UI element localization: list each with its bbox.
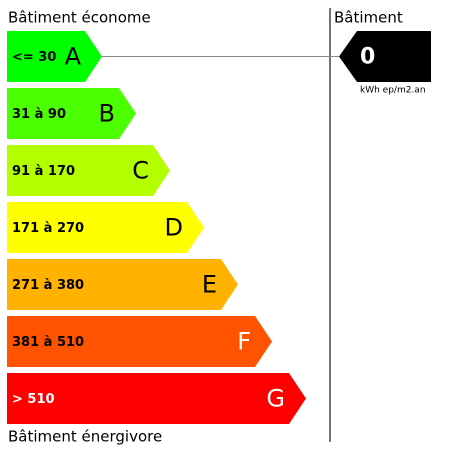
band-range: 271 à 380 — [12, 278, 84, 293]
band-arrow — [7, 202, 204, 253]
band-letter: E — [202, 271, 217, 299]
band-arrow — [7, 88, 136, 139]
band-letter: C — [132, 157, 149, 185]
band-letter: F — [237, 328, 251, 356]
building-value: 0 — [360, 45, 375, 70]
band-letter: B — [99, 100, 115, 128]
right-title: Bâtiment — [334, 9, 403, 27]
band-arrow — [7, 31, 102, 82]
band-range: 91 à 170 — [12, 164, 75, 179]
band-range: <= 30 — [12, 50, 56, 65]
band-arrow — [7, 316, 272, 367]
band-range: 381 à 510 — [12, 335, 84, 350]
band-arrow — [7, 259, 238, 310]
band-letter: G — [266, 385, 285, 413]
band-range: 31 à 90 — [12, 107, 66, 122]
bottom-title: Bâtiment énergivore — [8, 428, 162, 446]
left-title: Bâtiment économe — [8, 9, 151, 27]
building-unit: kWh ep/m2.an — [360, 86, 426, 96]
band-arrow — [7, 145, 170, 196]
band-letter: D — [165, 214, 183, 242]
value-marker — [339, 31, 431, 82]
band-range: 171 à 270 — [12, 221, 84, 236]
band-range: > 510 — [12, 392, 55, 407]
band-letter: A — [65, 43, 82, 71]
band-arrow — [7, 373, 306, 424]
